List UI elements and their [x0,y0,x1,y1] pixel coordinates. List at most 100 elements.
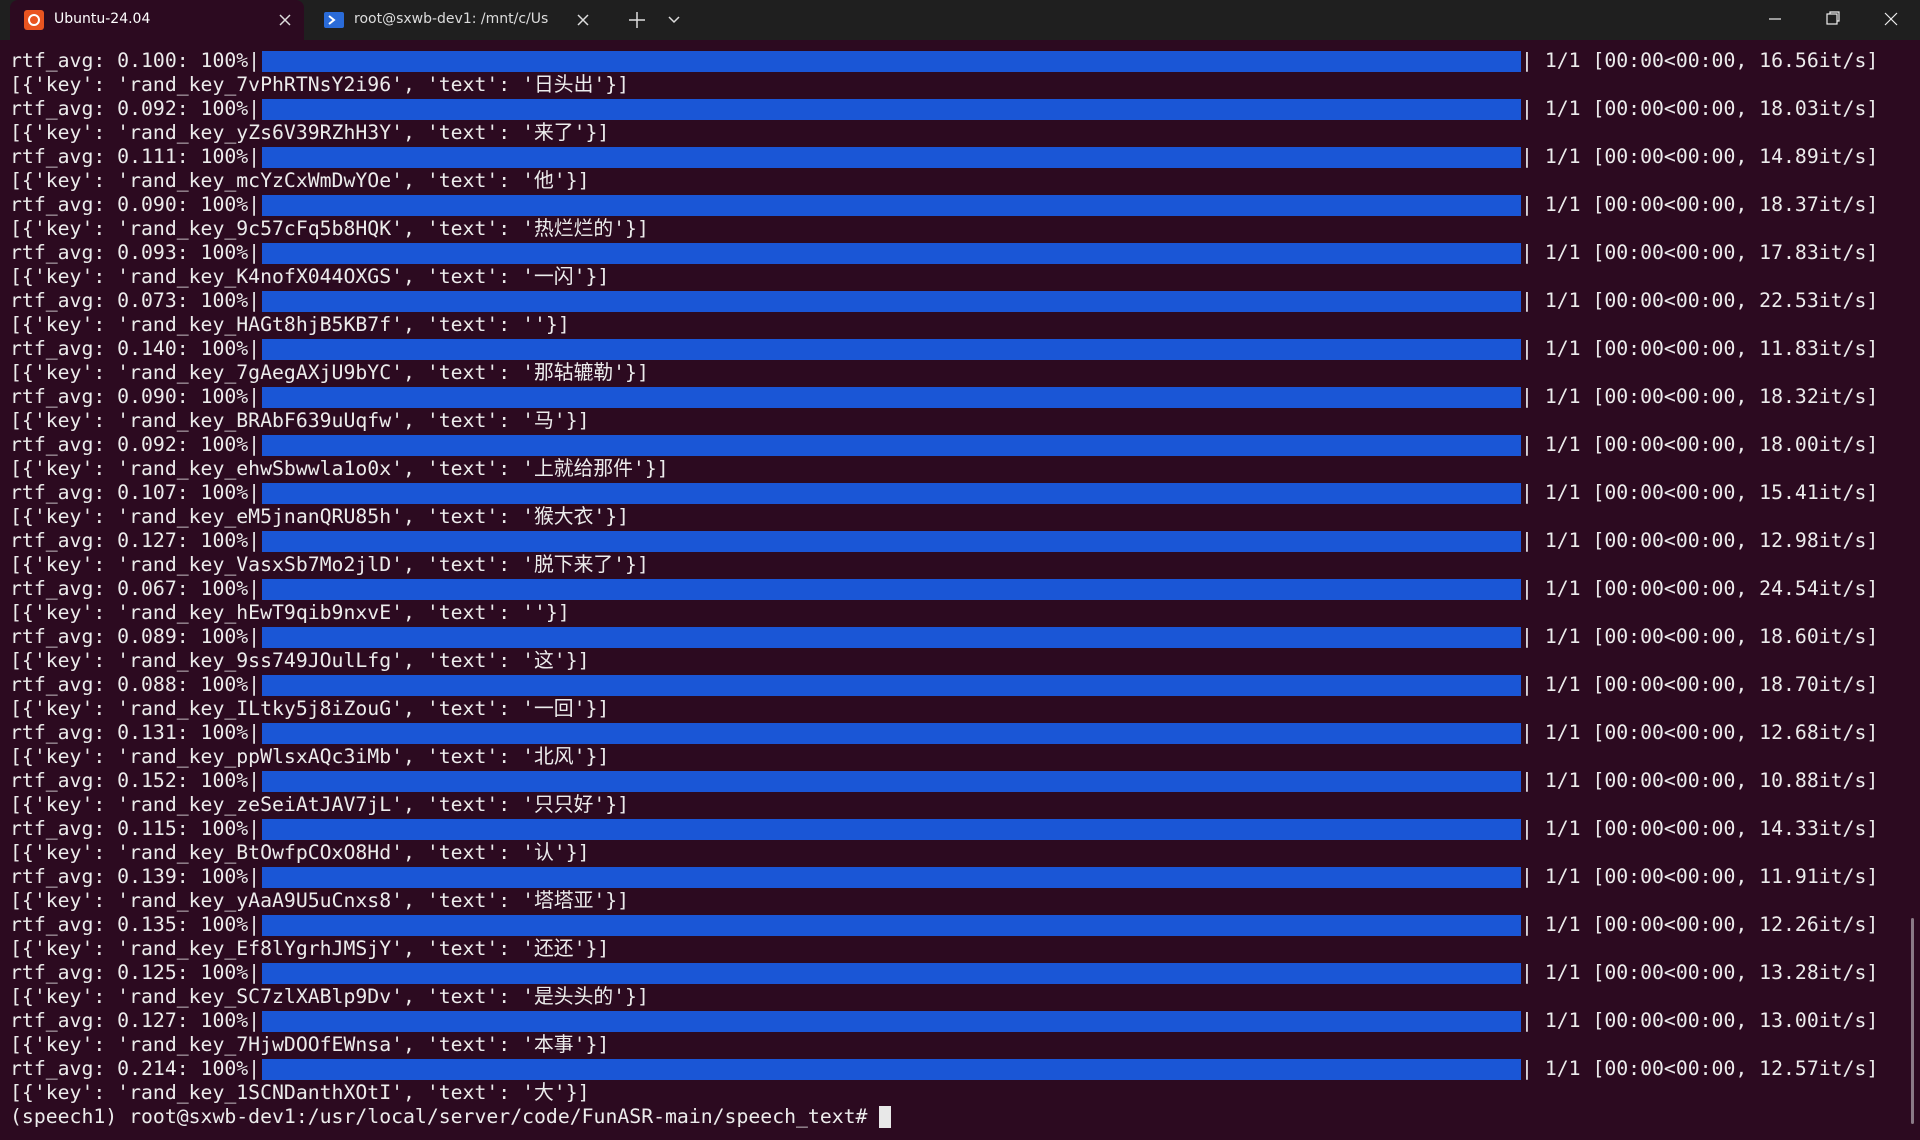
progress-text: rtf_avg: 0.089: 100%| [10,625,261,648]
progress-stats: | 1/1 [00:00<00:00, 18.60it/s] [1521,625,1879,648]
tab-ubuntu[interactable]: Ubuntu-24.04 [10,0,304,40]
progress-stats: | 1/1 [00:00<00:00, 15.41it/s] [1521,481,1879,504]
progress-stats: | 1/1 [00:00<00:00, 12.98it/s] [1521,529,1879,552]
progress-text: rtf_avg: 0.111: 100%| [10,145,261,168]
progress-text: rtf_avg: 0.152: 100%| [10,769,261,792]
progress-stats: | 1/1 [00:00<00:00, 18.32it/s] [1521,385,1879,408]
progress-bar [262,675,1521,696]
result-line: [{'key': 'rand_key_BtOwfpCOxO8Hd', 'text… [10,841,590,864]
progress-stats: | 1/1 [00:00<00:00, 17.83it/s] [1521,241,1879,264]
progress-stats: | 1/1 [00:00<00:00, 14.33it/s] [1521,817,1879,840]
progress-stats: | 1/1 [00:00<00:00, 12.57it/s] [1521,1057,1879,1080]
result-line: [{'key': 'rand_key_yZs6V39RZhH3Y', 'text… [10,121,610,144]
progress-text: rtf_avg: 0.127: 100%| [10,1009,261,1032]
progress-bar [262,531,1521,552]
progress-stats: | 1/1 [00:00<00:00, 18.00it/s] [1521,433,1879,456]
progress-text: rtf_avg: 0.139: 100%| [10,865,261,888]
result-line: [{'key': 'rand_key_7HjwDOOfEWnsa', 'text… [10,1033,610,1056]
tab-dropdown[interactable] [665,0,683,40]
progress-text: rtf_avg: 0.115: 100%| [10,817,261,840]
progress-stats: | 1/1 [00:00<00:00, 18.37it/s] [1521,193,1879,216]
progress-text: rtf_avg: 0.135: 100%| [10,913,261,936]
progress-text: rtf_avg: 0.107: 100%| [10,481,261,504]
cursor [879,1106,892,1128]
result-line: [{'key': 'rand_key_eM5jnanQRU85h', 'text… [10,505,630,528]
progress-stats: | 1/1 [00:00<00:00, 11.91it/s] [1521,865,1879,888]
progress-stats: | 1/1 [00:00<00:00, 13.00it/s] [1521,1009,1879,1032]
progress-bar [262,963,1521,984]
progress-bar [262,771,1521,792]
progress-text: rtf_avg: 0.092: 100%| [10,97,261,120]
maximize[interactable] [1818,0,1848,40]
progress-stats: | 1/1 [00:00<00:00, 22.53it/s] [1521,289,1879,312]
result-line: [{'key': 'rand_key_7gAegAXjU9bYC', 'text… [10,361,649,384]
progress-text: rtf_avg: 0.127: 100%| [10,529,261,552]
result-line: [{'key': 'rand_key_hEwT9qib9nxvE', 'text… [10,601,570,624]
progress-bar [262,291,1521,312]
progress-text: rtf_avg: 0.092: 100%| [10,433,261,456]
progress-text: rtf_avg: 0.090: 100%| [10,385,261,408]
progress-bar [262,243,1521,264]
ubuntu-icon [24,10,44,30]
close-tab[interactable] [576,13,590,27]
close-tab[interactable] [278,13,292,27]
result-line: [{'key': 'rand_key_9ss749JOulLfg', 'text… [10,649,590,672]
progress-bar [262,435,1521,456]
new-tab[interactable] [625,0,649,40]
result-line: [{'key': 'rand_key_zeSeiAtJAV7jL', 'text… [10,793,630,816]
progress-bar [262,579,1521,600]
progress-stats: | 1/1 [00:00<00:00, 11.83it/s] [1521,337,1879,360]
prompt: (speech1) root@sxwb-dev1:/usr/local/serv… [10,1105,880,1128]
powershell-icon [324,12,344,28]
progress-stats: | 1/1 [00:00<00:00, 12.68it/s] [1521,721,1879,744]
progress-text: rtf_avg: 0.090: 100%| [10,193,261,216]
progress-bar [262,819,1521,840]
progress-bar [262,147,1521,168]
progress-bar [262,483,1521,504]
result-line: [{'key': 'rand_key_ILtky5j8iZouG', 'text… [10,697,610,720]
progress-stats: | 1/1 [00:00<00:00, 24.54it/s] [1521,577,1879,600]
progress-bar [262,195,1521,216]
tab-powershell[interactable]: root@sxwb-dev1: /mnt/c/Users [310,0,600,40]
progress-text: rtf_avg: 0.093: 100%| [10,241,261,264]
progress-text: rtf_avg: 0.131: 100%| [10,721,261,744]
progress-text: rtf_avg: 0.067: 100%| [10,577,261,600]
progress-bar [262,387,1521,408]
progress-bar [262,1059,1521,1080]
result-line: [{'key': 'rand_key_9c57cFq5b8HQK', 'text… [10,217,649,240]
tab-title: Ubuntu-24.04 [54,11,151,27]
result-line: [{'key': 'rand_key_HAGt8hjB5KB7f', 'text… [10,313,570,336]
progress-text: rtf_avg: 0.100: 100%| [10,49,261,72]
result-line: [{'key': 'rand_key_Ef8lYgrhJMSjY', 'text… [10,937,610,960]
scrollbar[interactable] [1911,918,1914,1124]
result-line: [{'key': 'rand_key_ehwSbwwla1o0x', 'text… [10,457,669,480]
result-line: [{'key': 'rand_key_K4nofX044OXGS', 'text… [10,265,610,288]
progress-stats: | 1/1 [00:00<00:00, 10.88it/s] [1521,769,1879,792]
progress-bar [262,915,1521,936]
progress-stats: | 1/1 [00:00<00:00, 14.89it/s] [1521,145,1879,168]
progress-text: rtf_avg: 0.214: 100%| [10,1057,261,1080]
progress-text: rtf_avg: 0.125: 100%| [10,961,261,984]
result-line: [{'key': 'rand_key_yAaA9U5uCnxs8', 'text… [10,889,630,912]
progress-bar [262,1011,1521,1032]
progress-bar [262,339,1521,360]
result-line: [{'key': 'rand_key_VasxSb7Mo2jlD', 'text… [10,553,649,576]
progress-bar [262,51,1521,72]
result-line: [{'key': 'rand_key_SC7zlXABlp9Dv', 'text… [10,985,649,1008]
progress-bar [262,867,1521,888]
progress-stats: | 1/1 [00:00<00:00, 12.26it/s] [1521,913,1879,936]
progress-bar [262,627,1521,648]
minimize[interactable] [1760,0,1790,40]
result-line: [{'key': 'rand_key_ppWlsxAQc3iMb', 'text… [10,745,610,768]
progress-bar [262,99,1521,120]
progress-stats: | 1/1 [00:00<00:00, 13.28it/s] [1521,961,1879,984]
progress-text: rtf_avg: 0.140: 100%| [10,337,261,360]
progress-text: rtf_avg: 0.088: 100%| [10,673,261,696]
close-window[interactable] [1876,0,1906,40]
tab-bar: Ubuntu-24.04 root@sxwb-dev1: /mnt/c/User… [0,0,1920,40]
progress-text: rtf_avg: 0.073: 100%| [10,289,261,312]
progress-stats: | 1/1 [00:00<00:00, 18.70it/s] [1521,673,1879,696]
progress-stats: | 1/1 [00:00<00:00, 18.03it/s] [1521,97,1879,120]
result-line: [{'key': 'rand_key_mcYzCxWmDwYOe', 'text… [10,169,590,192]
